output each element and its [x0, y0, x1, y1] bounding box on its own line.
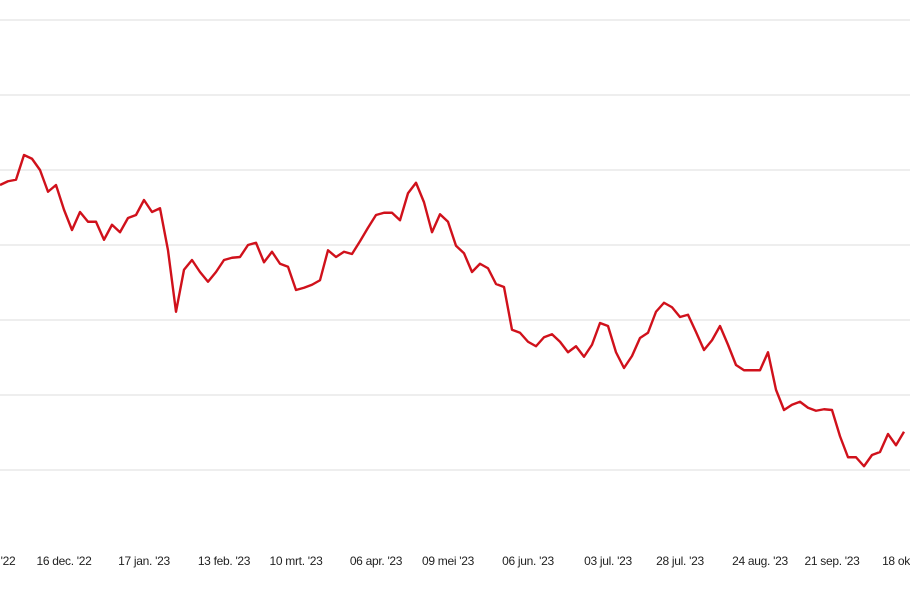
x-tick-label: 06 jun. '23: [502, 554, 554, 568]
x-tick-label: 28 jul. '23: [656, 554, 704, 568]
x-tick-label: 10 mrt. '23: [269, 554, 323, 568]
x-tick-label: 18 ok: [882, 554, 910, 568]
x-tick-label: 13 feb. '23: [198, 554, 251, 568]
price-line: [0, 153, 906, 468]
x-tick-label: 09 mei '23: [422, 554, 475, 568]
x-tick-label: 16 dec. '22: [36, 554, 92, 568]
x-tick-label: 21 sep. '23: [804, 554, 860, 568]
x-tick-label: 17 jan. '23: [118, 554, 170, 568]
x-tick-label: 06 apr. '23: [350, 554, 403, 568]
x-tick-label: 24 aug. '23: [732, 554, 788, 568]
x-tick-label: 03 jul. '23: [584, 554, 632, 568]
x-tick-label: '22: [1, 554, 16, 568]
